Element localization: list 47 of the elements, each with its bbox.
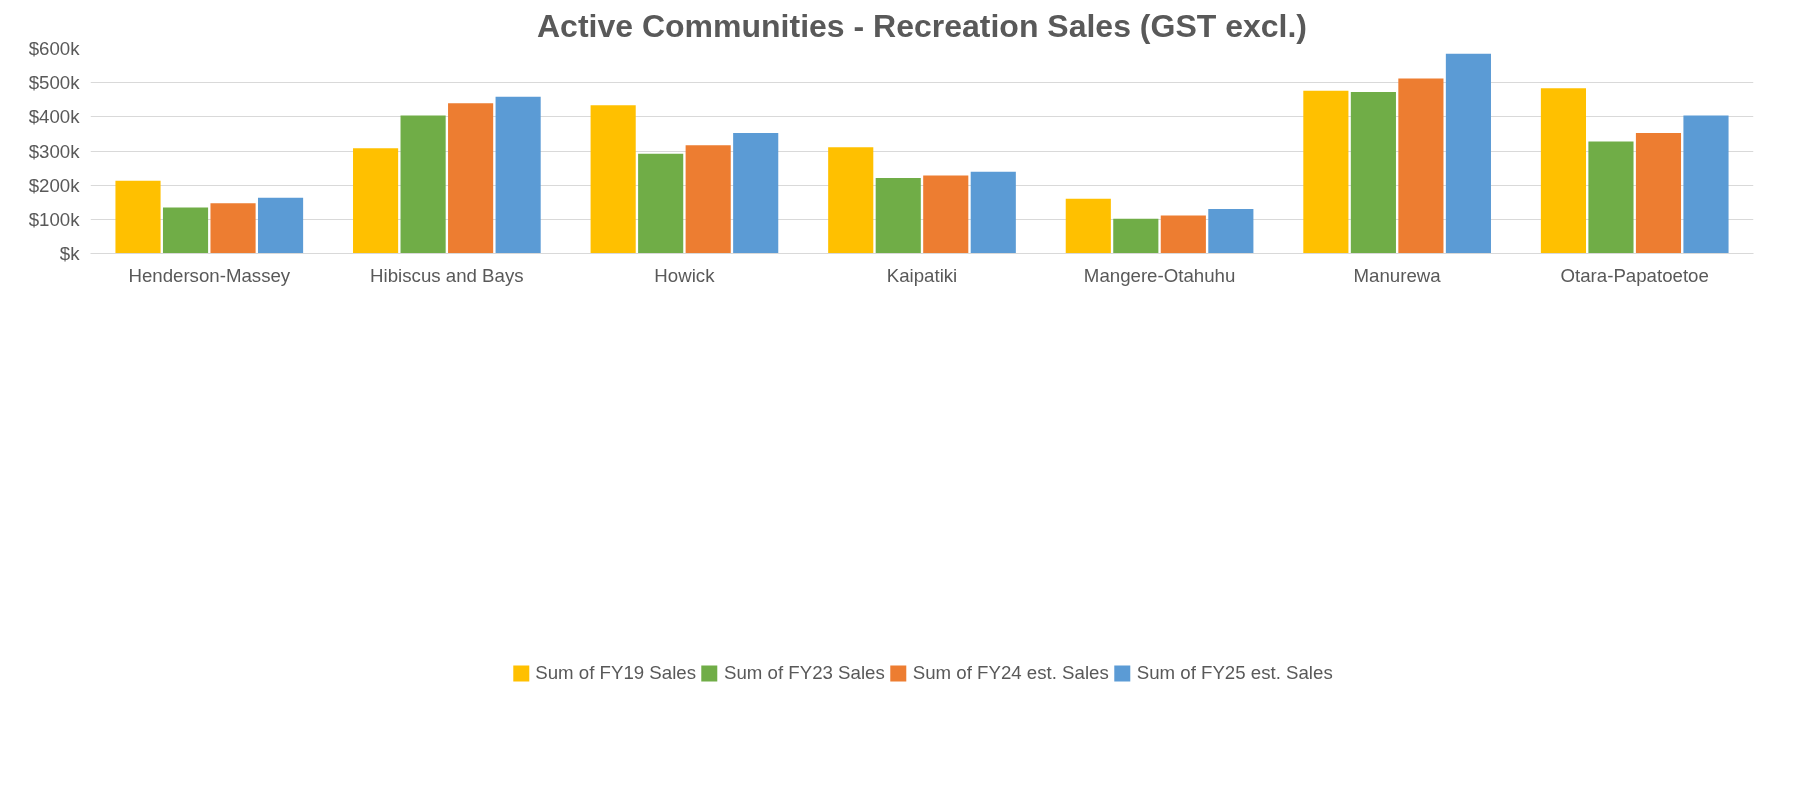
legend-label: Sum of FY25 est. Sales [1136, 661, 1333, 684]
y-tick-label: $k [59, 243, 81, 264]
bar [1635, 132, 1682, 254]
bar [1113, 218, 1159, 254]
x-tick-label: Otara-Papatoetoe [1560, 264, 1709, 286]
x-tick-label: Manurewa [1353, 264, 1442, 286]
bar [733, 132, 779, 254]
bar [1303, 90, 1349, 254]
x-tick-label: Hibiscus and Bays [370, 264, 524, 286]
bar [1398, 78, 1444, 254]
bar [1208, 209, 1254, 254]
bar [875, 177, 921, 254]
legend-label: Sum of FY23 Sales [724, 661, 885, 684]
bar [590, 105, 636, 254]
bar [257, 197, 304, 254]
bar [115, 180, 161, 254]
bar [210, 203, 256, 254]
bar [685, 145, 731, 254]
bar [1683, 115, 1729, 254]
y-tick-label: $400k [28, 106, 81, 128]
bar [400, 115, 446, 254]
bar [923, 175, 969, 254]
legend-label: Sum of FY24 est. Sales [912, 661, 1109, 684]
bar [495, 96, 541, 254]
bar [1350, 91, 1396, 254]
x-tick-label: Kaipatiki [886, 264, 958, 286]
y-tick-label: $300k [28, 140, 81, 162]
y-tick-label: $600k [28, 38, 81, 59]
bar [638, 153, 684, 254]
x-tick-label: Mangere-Otahuhu [1083, 264, 1236, 286]
bar [1445, 53, 1491, 254]
x-tick-label: Henderson-Massey [128, 264, 291, 286]
y-tick-label: $500k [28, 72, 81, 94]
bar [162, 207, 209, 254]
bar [1540, 88, 1587, 254]
bar [1065, 198, 1111, 254]
bar [970, 171, 1016, 254]
y-tick-label: $200k [28, 174, 81, 196]
bar [1160, 215, 1206, 254]
bar [448, 103, 494, 254]
x-tick-label: Howick [654, 264, 716, 286]
bar [1588, 141, 1634, 254]
chart-title: Active Communities - Recreation Sales (GST excl.) [536, 7, 1308, 44]
legend-label: Sum of FY19 Sales [535, 661, 697, 684]
y-tick-label: $100k [28, 208, 81, 230]
bar [353, 148, 399, 254]
bar [828, 147, 874, 254]
